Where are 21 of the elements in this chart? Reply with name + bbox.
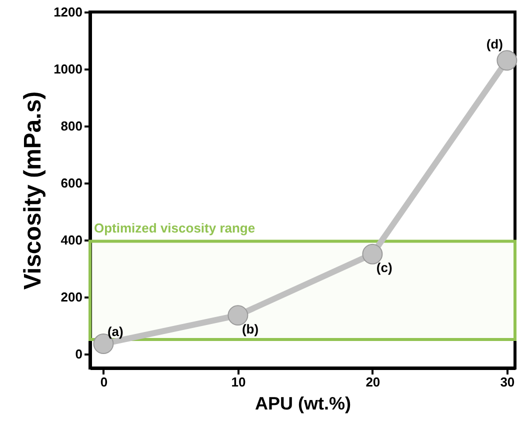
annotation: (b) (242, 321, 259, 336)
annotation: (c) (376, 260, 392, 276)
annotation: (a) (107, 324, 124, 339)
x-axis-title: APU (wt.%) (255, 394, 351, 414)
y-tick-label: 0 (75, 346, 82, 362)
y-tick-label: 1200 (54, 4, 82, 20)
x-tick-label: 0 (100, 374, 108, 390)
y-tick-label: 400 (60, 232, 82, 248)
x-tick-label: 10 (231, 374, 246, 390)
y-tick-label: 1000 (54, 61, 82, 76)
annotation: (d) (486, 36, 503, 52)
point (228, 305, 248, 326)
x-tick-label: 20 (366, 374, 380, 390)
band-label: Optimized viscosity range (94, 220, 256, 236)
y-tick-label: 600 (60, 175, 82, 190)
y-axis-title: Viscosity (mPa.s) (20, 91, 47, 290)
x-tick-label: 30 (500, 374, 515, 390)
point (362, 244, 383, 264)
y-tick-label: 200 (60, 289, 82, 304)
y-tick-label: 800 (60, 118, 82, 134)
point (496, 50, 518, 71)
